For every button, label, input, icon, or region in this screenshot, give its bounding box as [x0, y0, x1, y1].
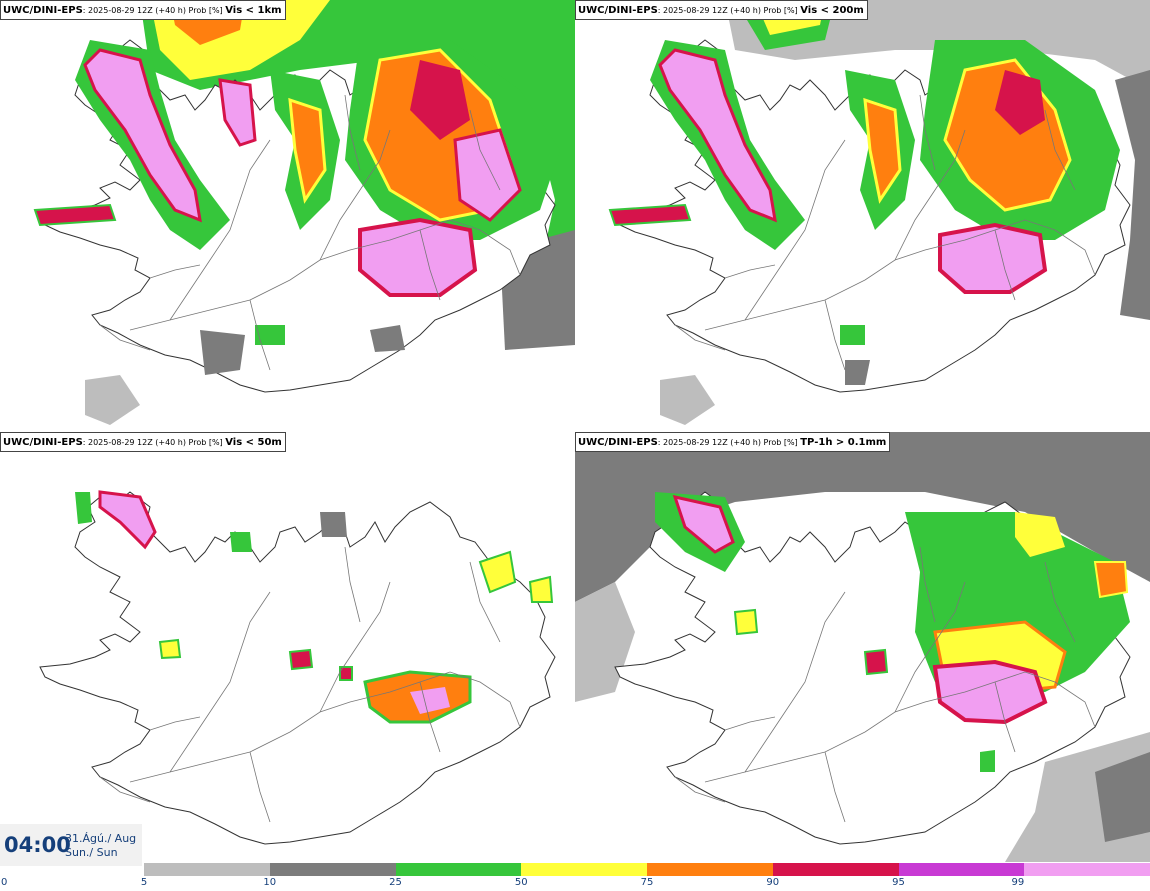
legend-swatch: [647, 863, 774, 876]
legend-tick-label: 75: [640, 877, 654, 888]
legend-tick-label: 90: [766, 877, 780, 888]
fog-blob-west: [218, 78, 257, 147]
iceland-map-vis-50m: [39, 490, 556, 845]
valid-day: Sun./ Sun: [65, 846, 118, 859]
fog-sw-area: [660, 375, 715, 425]
legend-tick-label: 0: [1, 877, 8, 888]
precip-se-grey: [1095, 752, 1150, 842]
fog-blob-south-grey: [200, 330, 245, 375]
legend-tick-label: 25: [389, 877, 402, 888]
map-panel-vis-200m: UWC/DINI-EPS: 2025-08-29 12Z (+40 h) Pro…: [575, 0, 1150, 430]
fog-blob-n1: [230, 532, 252, 552]
probability-legend: 0 5 10 25 50 75 90 95 99: [0, 862, 1150, 891]
fog-blob-ne-high: [995, 70, 1045, 135]
fog-blob-n2: [320, 512, 347, 537]
iceland-map-vis-1km: [33, 0, 575, 425]
valid-time-box: 04:00 31.Ágú./ Aug Sun./ Sun: [0, 824, 142, 866]
map-panel-vis-1km: UWC/DINI-EPS: 2025-08-29 12Z (+40 h) Pro…: [0, 0, 575, 430]
legend-swatch: [1024, 863, 1150, 876]
legend-tick-label: 50: [514, 877, 528, 888]
legend-swatch: [898, 863, 1025, 876]
variable-label: Vis < 200m: [800, 5, 864, 16]
precip-blob-n-yellow: [1015, 512, 1065, 557]
fog-blob-central-big: [358, 217, 478, 297]
legend-tick-label: 10: [263, 877, 277, 888]
map-panel-vis-50m: UWC/DINI-EPS: 2025-08-29 12Z (+40 h) Pro…: [0, 432, 575, 862]
precip-north-grey: [575, 432, 1150, 602]
panel-header: UWC/DINI-EPS: 2025-08-29 12Z (+40 h) Pro…: [575, 0, 868, 20]
fog-blob-east: [528, 575, 554, 603]
precip-blob-e: [1093, 561, 1129, 599]
model-name: UWC/DINI-EPS: [3, 5, 83, 16]
model-name: UWC/DINI-EPS: [578, 437, 658, 448]
fog-blob-south-green: [255, 325, 285, 345]
fog-blob-ne: [478, 550, 517, 594]
iceland-map-vis-200m: [608, 0, 1150, 425]
run-info: : 2025-08-29 12Z (+40 h) Prob [%]: [657, 438, 801, 447]
legend-tick-label: 5: [140, 877, 148, 888]
legend-swatch: [772, 863, 899, 876]
legend-swatch: [144, 863, 271, 876]
fog-blob-centre: [288, 648, 314, 671]
model-name: UWC/DINI-EPS: [578, 5, 658, 16]
fog-blob-central-n-core: [863, 97, 902, 204]
fog-blob-central-n-core: [288, 97, 327, 204]
fog-blob-nw-core: [83, 48, 202, 223]
variable-label: TP-1h > 0.1mm: [800, 437, 887, 448]
fog-sw-area: [85, 375, 140, 425]
valid-date: 31.Ágú./ Aug: [65, 832, 137, 845]
run-info: : 2025-08-29 12Z (+40 h) Prob [%]: [82, 6, 226, 15]
legend-swatch: [269, 863, 396, 876]
valid-hour: 04:00: [4, 833, 71, 857]
model-name: UWC/DINI-EPS: [3, 437, 83, 448]
fog-blob-westfjord-strip: [608, 203, 692, 227]
precip-blob-south: [980, 750, 995, 772]
fog-blob-south-grey: [845, 360, 870, 385]
fog-blob-ne-high: [410, 60, 470, 140]
fog-blob-westfjord-strip: [33, 203, 117, 227]
panel-header: UWC/DINI-EPS: 2025-08-29 12Z (+40 h) Pro…: [0, 0, 286, 20]
variable-label: Vis < 1km: [225, 5, 282, 16]
fog-blob-south-green: [840, 325, 865, 345]
legend-swatch: [521, 863, 648, 876]
panel-header: UWC/DINI-EPS: 2025-08-29 12Z (+40 h) Pro…: [0, 432, 286, 452]
fog-blob-east: [453, 128, 522, 222]
precip-blob-west: [733, 608, 759, 636]
fog-blob-nw: [98, 490, 157, 550]
fog-blob-se-grey: [370, 325, 405, 352]
fog-blob-nw2: [75, 492, 92, 524]
legend-tick-label: 95: [892, 877, 905, 888]
fog-blob-central-big: [938, 222, 1048, 294]
precip-west-light: [575, 582, 635, 702]
legend-tick-label: 99: [1011, 877, 1025, 888]
fog-east-grey: [1115, 70, 1150, 320]
fog-blob-c2: [339, 666, 353, 681]
precip-blob-nw-core: [672, 494, 735, 554]
panel-header: UWC/DINI-EPS: 2025-08-29 12Z (+40 h) Pro…: [575, 432, 891, 452]
run-info: : 2025-08-29 12Z (+40 h) Prob [%]: [82, 438, 226, 447]
map-panel-precip: UWC/DINI-EPS: 2025-08-29 12Z (+40 h) Pro…: [575, 432, 1150, 862]
variable-label: Vis < 50m: [225, 437, 282, 448]
fog-blob-central-core: [410, 687, 450, 714]
precip-blob-centre: [863, 648, 889, 676]
iceland-map-precip: [575, 432, 1150, 862]
legend-swatch: [395, 863, 522, 876]
run-info: : 2025-08-29 12Z (+40 h) Prob [%]: [657, 6, 801, 15]
fog-blob-nw-core: [658, 48, 777, 223]
fog-blob-west: [158, 638, 182, 660]
precip-blob-central-big: [932, 659, 1048, 725]
